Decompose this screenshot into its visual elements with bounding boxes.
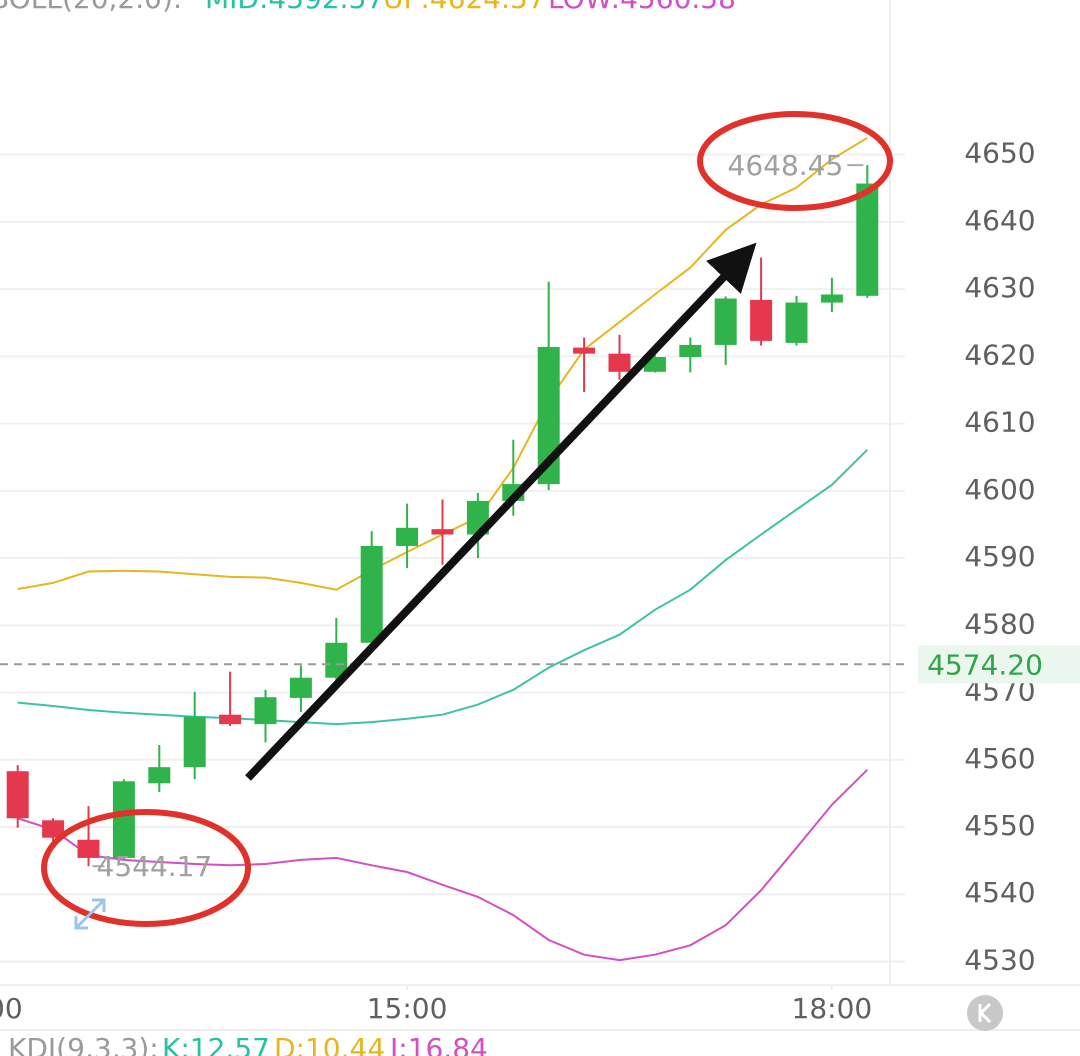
candle-body <box>219 714 242 725</box>
y-tick-label: 4600 <box>964 473 1035 506</box>
highlight-ellipse <box>697 111 893 211</box>
candle-body <box>77 839 100 858</box>
candle-body <box>537 346 560 485</box>
candle-body <box>360 545 383 643</box>
band-line <box>17 449 869 726</box>
candle-body <box>820 294 843 303</box>
footer-item: J:16.84 <box>388 1032 488 1056</box>
collapse-button[interactable] <box>967 995 1003 1031</box>
header-item: UP:4624.57 <box>383 0 546 15</box>
candle-body <box>431 529 454 535</box>
candle-body <box>112 781 135 858</box>
candle-body <box>289 677 312 698</box>
candle-body <box>608 353 631 372</box>
candle-body <box>6 771 29 819</box>
candle-body <box>42 820 65 838</box>
candle-layer <box>6 165 879 867</box>
highlight-ellipse <box>41 809 251 927</box>
header-item: BOLL(20,2.0): <box>0 0 182 15</box>
header: BOLL(20,2.0): MID:4592.57 UP:4624.57 LOW… <box>0 0 736 15</box>
y-tick-label: 4560 <box>964 742 1035 775</box>
footer-item: KDJ(9,3,3): <box>8 1032 159 1056</box>
band-line <box>17 769 869 962</box>
candle-body <box>714 298 737 345</box>
footer-item: D:10.44 <box>274 1032 385 1056</box>
last-price-label: 4574.20 <box>927 648 1043 681</box>
x-tick-label: 12:00 <box>0 992 23 1025</box>
last-price-box <box>918 645 1080 684</box>
min-label: 4544.17 <box>97 850 213 883</box>
candle-body <box>148 767 171 784</box>
candle-body <box>325 642 348 678</box>
y-tick-label: 4630 <box>964 271 1035 304</box>
y-tick-label: 4550 <box>964 809 1035 842</box>
candle-body <box>856 183 879 296</box>
expand-icon[interactable] <box>74 898 106 930</box>
candle-body <box>573 347 596 354</box>
y-tick-label: 4620 <box>964 338 1035 371</box>
footer: KDJ(9,3,3): K:12.57 D:10.44 J:16.84 <box>8 1032 488 1056</box>
x-tick-label: 15:00 <box>367 992 448 1025</box>
y-tick-label: 4650 <box>964 137 1035 170</box>
footer-item: K:12.57 <box>162 1032 270 1056</box>
candle-body <box>254 697 277 725</box>
y-tick-label: 4580 <box>964 607 1035 640</box>
x-tick-label: 18:00 <box>792 992 873 1025</box>
candle-body <box>785 302 808 343</box>
grid-layer <box>0 153 905 990</box>
y-tick-label: 4640 <box>964 204 1035 237</box>
candle-body <box>750 299 773 341</box>
trend-arrow <box>245 242 757 781</box>
header-item: LOW:4560.58 <box>548 0 736 15</box>
label-layer: 4530454045504560457045804590460046104620… <box>0 137 1080 1025</box>
y-tick-label: 4530 <box>964 943 1035 976</box>
candle-body <box>679 344 702 358</box>
y-tick-label: 4590 <box>964 540 1035 573</box>
collapse-icon <box>978 1002 992 1024</box>
header-item: MID:4592.57 <box>205 0 384 15</box>
max-label: 4648.45 <box>728 149 844 182</box>
candle-body <box>183 716 206 768</box>
y-tick-label: 4540 <box>964 876 1035 909</box>
y-tick-label: 4610 <box>964 406 1035 439</box>
candle-body <box>396 527 419 546</box>
